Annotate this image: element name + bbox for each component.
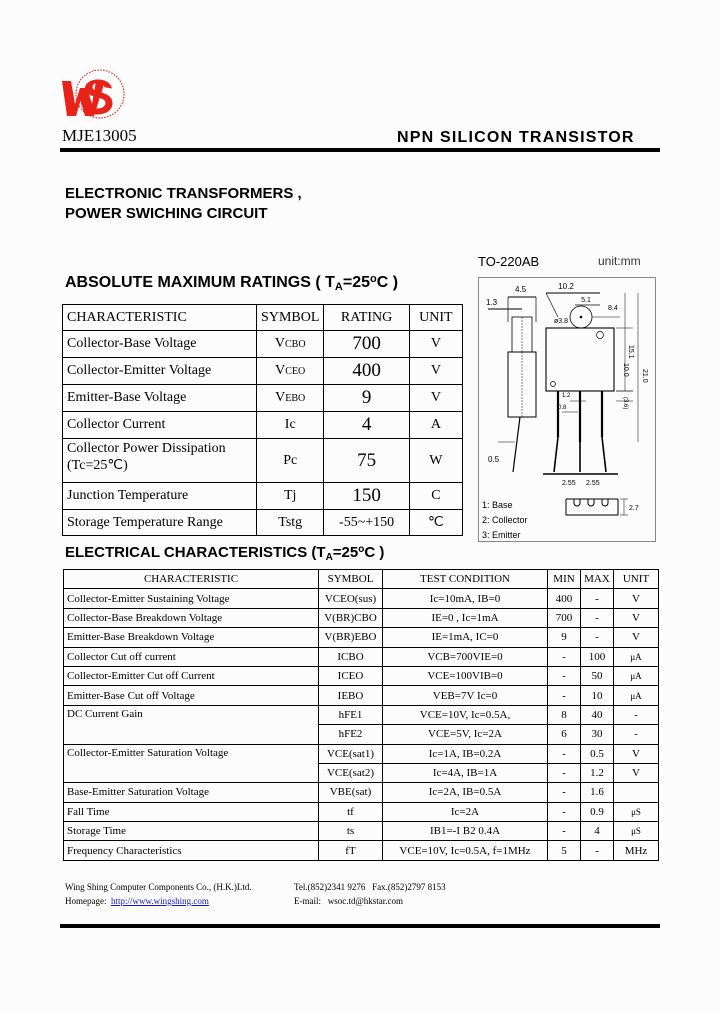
svg-text:2.55: 2.55 <box>562 480 576 487</box>
svg-text:4.5: 4.5 <box>515 285 527 294</box>
svg-text:5.1: 5.1 <box>581 297 591 304</box>
svg-text:21.0: 21.0 <box>641 369 648 383</box>
svg-text:8.4: 8.4 <box>608 305 618 312</box>
svg-text:(3.6): (3.6) <box>622 397 628 409</box>
svg-text:0.5: 0.5 <box>488 455 500 464</box>
svg-text:ø3.8: ø3.8 <box>554 318 568 325</box>
svg-text:2.7: 2.7 <box>629 505 639 512</box>
svg-text:3: Emitter: 3: Emitter <box>482 530 521 540</box>
svg-text:2.55: 2.55 <box>586 480 600 487</box>
svg-text:0.8: 0.8 <box>558 405 567 411</box>
svg-text:2: Collector: 2: Collector <box>482 515 528 525</box>
svg-text:10.0: 10.0 <box>622 363 629 377</box>
svg-text:1.3: 1.3 <box>486 298 498 307</box>
svg-text:1: Base: 1: Base <box>482 500 513 510</box>
svg-text:15.1: 15.1 <box>627 345 634 359</box>
svg-text:1.2: 1.2 <box>562 393 571 399</box>
svg-text:10.2: 10.2 <box>558 282 574 291</box>
